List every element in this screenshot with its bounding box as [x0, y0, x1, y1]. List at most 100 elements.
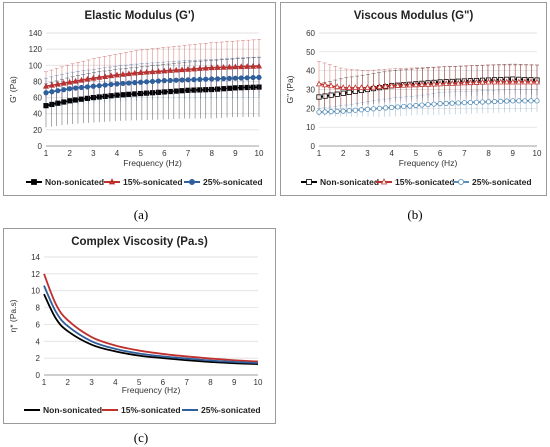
data-point [184, 65, 192, 72]
x-tick-label: 5 [138, 149, 143, 158]
x-tick-label: 8 [208, 378, 213, 387]
data-point [364, 84, 371, 91]
data-point [256, 74, 262, 80]
x-tick-label: 7 [184, 378, 189, 387]
legend-label: 15%-sonicated [123, 177, 183, 187]
data-point [479, 78, 486, 85]
data-point [226, 85, 233, 91]
data-point [49, 101, 55, 108]
y-tick-label: 0 [36, 371, 41, 380]
data-point [516, 98, 522, 104]
data-point [61, 99, 67, 105]
y-tick-label: 80 [33, 77, 42, 86]
data-point [196, 65, 203, 71]
data-point [510, 98, 516, 104]
data-point [503, 78, 510, 85]
data-point [238, 85, 244, 91]
x-tick-label: 4 [113, 378, 118, 387]
data-point [509, 78, 516, 85]
data-point [185, 87, 191, 93]
x-tick-label: 2 [67, 149, 72, 158]
data-point [102, 73, 109, 79]
data-point [96, 83, 102, 89]
chart-svg-viscous-modulus: Viscous Modulus (G") 0 10 20 30 40 50 60 1 2 3 4 5 6 7… [285, 10, 542, 187]
data-point [197, 87, 203, 93]
data-point [382, 82, 389, 89]
x-tick-label: 10 [533, 149, 542, 158]
legend-marker [380, 178, 388, 185]
data-point [491, 78, 498, 85]
data-point [72, 85, 79, 91]
data-point [155, 78, 162, 84]
data-point [78, 84, 85, 91]
data-point [132, 80, 138, 86]
data-point [131, 69, 138, 76]
y-tick-label: 8 [36, 304, 41, 313]
data-point [400, 81, 407, 88]
legend-marker [31, 179, 37, 185]
data-point [358, 107, 364, 113]
data-point [113, 71, 121, 78]
data-point [161, 89, 167, 95]
y-tick-label: 6 [36, 320, 41, 329]
data-point [461, 100, 467, 106]
x-tick-label: 10 [255, 149, 264, 158]
data-point [232, 75, 238, 81]
data-point [143, 68, 150, 75]
data-point [102, 93, 108, 99]
data-point [473, 99, 480, 105]
data-point [197, 76, 203, 83]
data-point [232, 63, 239, 70]
y-axis-label: G" (Pa) [285, 75, 295, 103]
x-tick-label: 4 [389, 149, 394, 158]
data-point [527, 78, 535, 85]
data-point [55, 88, 61, 94]
data-point [84, 84, 91, 90]
x-tick-label: 1 [42, 378, 47, 387]
data-point [132, 91, 138, 97]
data-point [209, 76, 215, 82]
data-point [209, 86, 215, 93]
data-point [179, 88, 185, 94]
data-point [185, 77, 191, 83]
data-point [498, 98, 504, 104]
data-point [179, 77, 185, 83]
data-point [497, 78, 504, 85]
data-point [528, 98, 534, 104]
data-point [437, 80, 444, 87]
data-point [418, 81, 426, 87]
data-point [250, 84, 256, 90]
data-point [191, 87, 197, 93]
x-tick-label: 2 [66, 378, 71, 387]
y-tick-label: 20 [306, 104, 315, 113]
x-tick-label: 2 [341, 149, 346, 158]
data-point [449, 100, 455, 106]
data-point [322, 93, 328, 99]
x-tick-label: 8 [209, 149, 214, 158]
data-point [412, 81, 419, 88]
data-point [346, 108, 352, 114]
data-point [238, 75, 244, 81]
y-tick-label: 20 [33, 126, 42, 135]
data-point [315, 80, 323, 87]
chart-panel-viscous-modulus: Viscous Modulus (G") 0 10 20 30 40 50 60 1 2 3 4 5 6 7… [280, 2, 547, 196]
data-point [346, 89, 352, 95]
data-point [48, 81, 55, 88]
data-point [467, 79, 474, 86]
legend-marker [108, 178, 116, 185]
data-point [504, 98, 510, 104]
data-point [220, 63, 227, 70]
x-tick-label: 6 [161, 378, 166, 387]
data-point [244, 84, 250, 91]
x-tick-label: 1 [44, 149, 49, 158]
data-point [322, 109, 328, 115]
data-point [126, 91, 132, 97]
data-point [479, 99, 486, 105]
data-point [138, 79, 144, 85]
y-tick-label: 12 [31, 270, 40, 279]
data-point [167, 88, 173, 95]
data-point [340, 108, 346, 114]
caption-b: (b) [407, 207, 423, 222]
data-point [60, 79, 67, 86]
legend-label: Non-sonicated [43, 405, 102, 415]
